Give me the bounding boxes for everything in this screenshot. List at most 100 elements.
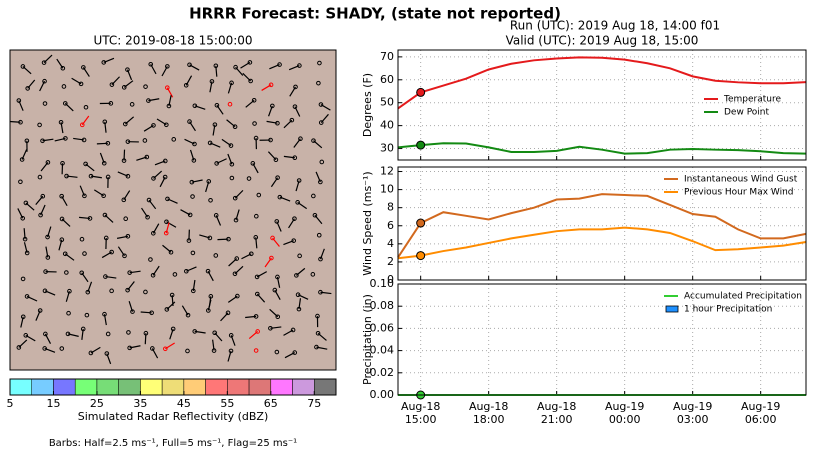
station <box>125 173 131 179</box>
barb <box>126 69 133 81</box>
barb <box>191 179 203 183</box>
colorbar-tick-label: 25 <box>90 397 104 410</box>
barb <box>267 151 277 161</box>
y-tick-label: 6 <box>387 219 394 232</box>
station <box>42 101 48 106</box>
station <box>102 212 108 218</box>
barb <box>9 120 21 123</box>
station <box>82 193 87 199</box>
barb <box>65 291 70 302</box>
legend-label: Temperature <box>723 95 781 105</box>
highlight-marker <box>416 218 426 228</box>
y-tick-label: 4 <box>387 237 394 250</box>
barb <box>266 120 278 124</box>
barb <box>166 301 176 310</box>
station <box>254 213 259 219</box>
station <box>228 143 234 148</box>
barb <box>46 226 52 238</box>
barb <box>90 175 102 179</box>
station <box>59 346 65 351</box>
station <box>312 212 318 218</box>
station <box>150 272 156 278</box>
barb <box>154 160 166 166</box>
station <box>151 123 156 128</box>
station <box>214 102 220 108</box>
colorbar-segment <box>292 378 315 396</box>
station <box>151 230 156 236</box>
station <box>229 161 235 167</box>
map-title: UTC: 2019-08-18 15:00:00 <box>93 34 252 48</box>
barb <box>205 181 210 193</box>
barb <box>320 291 332 295</box>
station <box>84 312 90 318</box>
station <box>317 60 322 66</box>
station <box>248 78 253 84</box>
station <box>270 103 275 109</box>
barb <box>255 237 258 249</box>
barb <box>18 100 24 111</box>
barb <box>117 246 125 257</box>
barb <box>240 61 251 69</box>
barb <box>123 80 134 88</box>
barb <box>93 189 104 197</box>
station <box>122 253 127 259</box>
legend-label: Instantaneous Wind Gust <box>684 175 798 185</box>
colorbar-segment <box>74 378 98 396</box>
colorbar-segment <box>161 378 185 396</box>
x-tick-label: Aug-19 03:00 <box>673 400 712 426</box>
barb <box>270 177 279 188</box>
barb <box>96 142 108 145</box>
y-tick-label: 0.00 <box>370 388 395 401</box>
barb <box>207 270 214 282</box>
barb <box>245 99 255 108</box>
barb <box>216 104 224 115</box>
station <box>129 102 135 107</box>
barb <box>288 218 295 229</box>
station <box>256 192 262 198</box>
barb <box>18 339 28 348</box>
station <box>185 312 191 318</box>
y-tick-label: 8 <box>387 201 394 214</box>
barb <box>40 162 49 172</box>
barb <box>227 350 232 362</box>
station <box>60 65 66 71</box>
colorbar-tick-label: 35 <box>133 397 147 410</box>
station <box>213 253 219 258</box>
station <box>62 251 68 257</box>
series-line <box>397 226 807 260</box>
station <box>289 117 295 123</box>
barb <box>256 271 268 278</box>
y-tick-label: 0 <box>387 273 394 286</box>
barb <box>148 199 157 210</box>
barb <box>81 115 90 126</box>
station <box>64 270 69 275</box>
barb <box>104 214 114 223</box>
station <box>126 330 131 335</box>
station <box>294 273 299 278</box>
station <box>274 349 280 355</box>
station <box>228 333 234 338</box>
y-tick-label: 10 <box>380 183 394 196</box>
barb <box>20 316 24 328</box>
barb <box>23 242 28 254</box>
station <box>212 330 217 336</box>
colorbar-segment <box>31 378 54 396</box>
station <box>311 193 316 199</box>
station <box>164 122 169 128</box>
colorbar-tick-label: 65 <box>264 397 278 410</box>
barb <box>230 335 236 346</box>
barb <box>283 119 293 129</box>
legend-label: Previous Hour Max Wind <box>684 188 794 198</box>
station <box>208 197 213 203</box>
station <box>207 140 213 146</box>
barb <box>127 281 135 291</box>
barb <box>111 76 120 86</box>
barb <box>215 65 218 77</box>
colorbar-segment <box>53 378 76 396</box>
station <box>252 121 257 126</box>
barb <box>212 339 215 351</box>
station <box>232 124 238 129</box>
station <box>79 122 85 128</box>
y-tick-label: 2 <box>387 255 394 268</box>
x-tick-label: Aug-18 21:00 <box>537 400 576 426</box>
